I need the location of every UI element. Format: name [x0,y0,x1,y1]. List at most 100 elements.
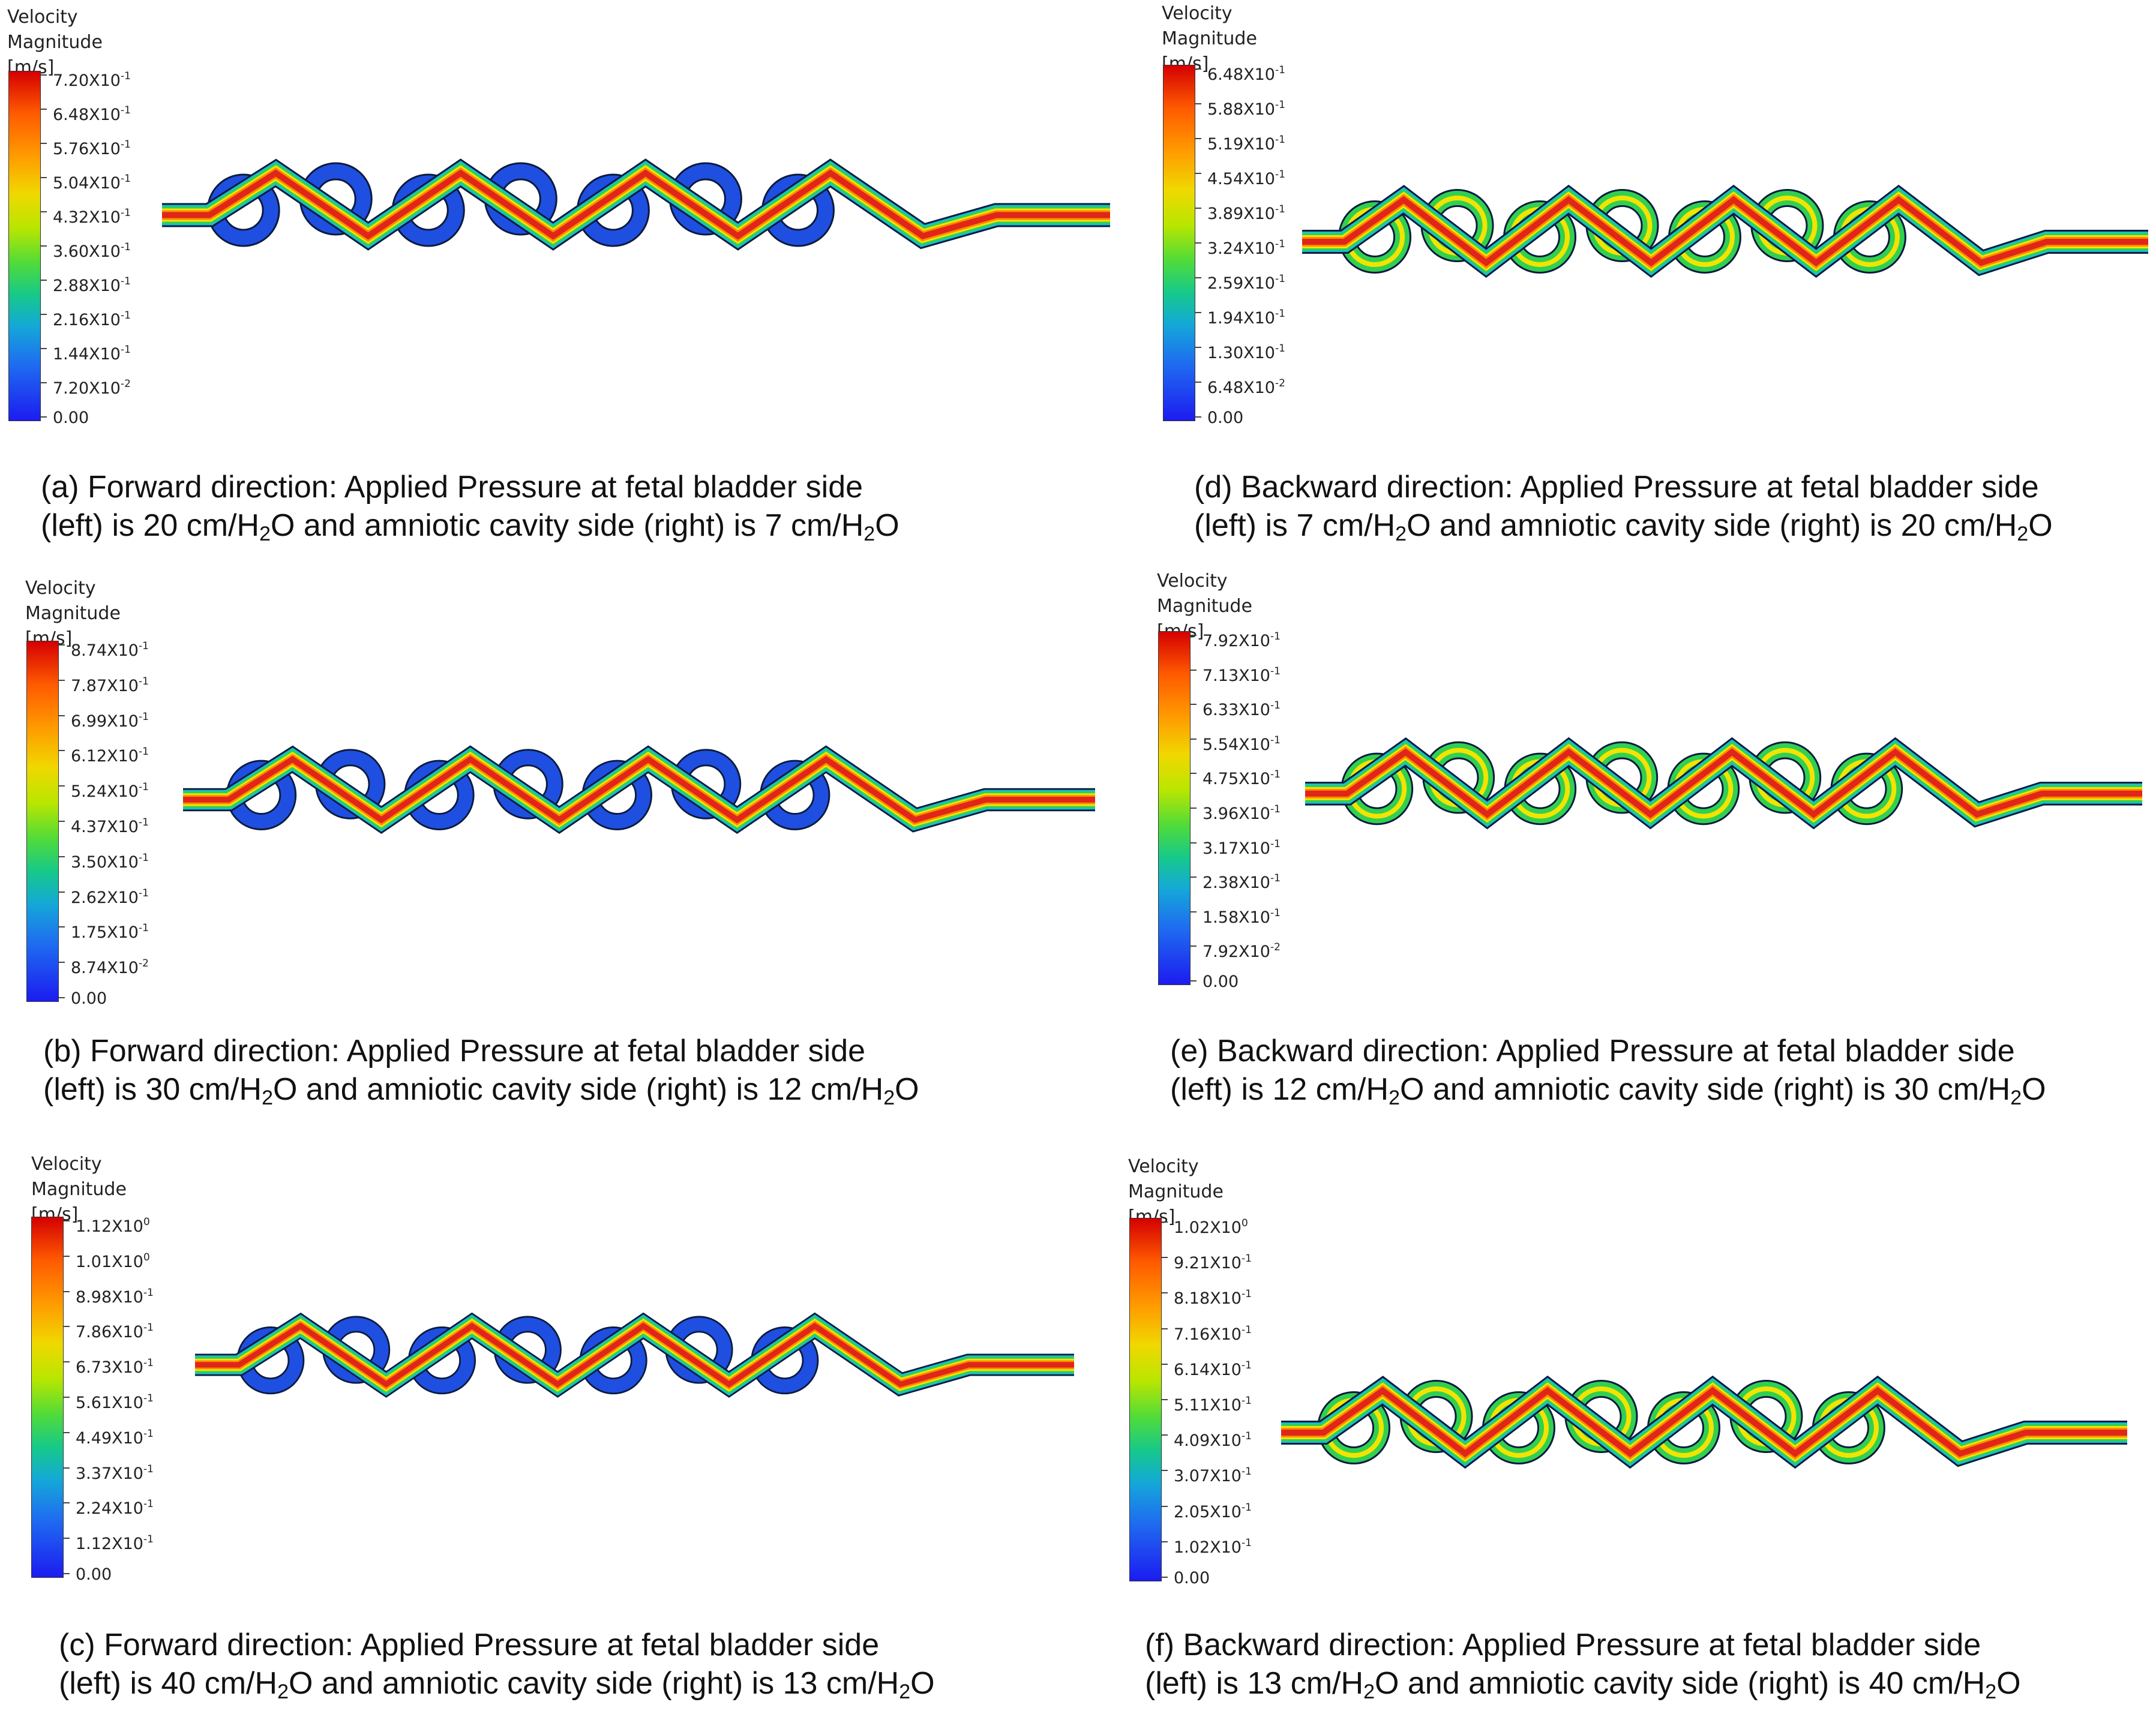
colorbar-tick-label: 0.00 [53,409,89,427]
colorbar [31,1217,64,1578]
colorbar-tick-mark [59,715,65,716]
legend-title: Velocity Magnitude [m/s] [7,5,103,80]
colorbar-tick-label: 6.12X10-1 [71,746,149,766]
colorbar-tick-label: 5.04X10-1 [53,173,131,193]
colorbar-tick-label: 0.00 [76,1565,112,1584]
colorbar-tick-label: 7.92X10-1 [1203,631,1281,650]
colorbar-tick-label: 6.73X10-1 [76,1357,154,1377]
legend-title-line1: Velocity [7,7,78,28]
colorbar-tick-mark [1195,382,1201,383]
colorbar-tick-mark [41,245,47,247]
colorbar [1158,631,1191,985]
colorbar-tick-mark [41,314,47,315]
legend-title-line1: Velocity [1157,571,1228,592]
caption: (e) Backward direction: Applied Pressure… [1170,1032,2046,1117]
colorbar-tick-mark [1191,669,1197,671]
subscript: 2 [1389,1086,1400,1109]
colorbar-tick-mark [1162,1292,1168,1294]
colorbar-tick-label: 1.02X100 [1174,1217,1248,1237]
colorbar-tick-mark [1195,103,1201,104]
colorbar-tick-mark [1191,876,1197,878]
colorbar-tick-label: 1.02X10-1 [1174,1536,1252,1557]
colorbar-tick-label: 5.54X10-1 [1203,734,1281,754]
colorbar-tick-mark [64,1326,70,1328]
colorbar-tick-mark [59,891,65,893]
caption-line1: (c) Forward direction: Applied Pressure … [59,1628,880,1662]
colorbar-tick-mark [1191,980,1197,981]
colorbar-tick-label: 4.37X10-1 [71,817,149,836]
colorbar-tick-mark [59,926,65,928]
colorbar-tick-mark [1162,1577,1168,1578]
subscript: 2 [883,1086,895,1109]
colorbar [26,641,59,1002]
colorbar-tick-mark [1191,945,1197,947]
caption-line2: (left) is 13 cm/H2O and amniotic cavity … [1145,1666,2021,1703]
colorbar-tick-mark [1162,1434,1168,1436]
colorbar-tick-label: 7.13X10-1 [1203,665,1281,685]
subscript: 2 [277,1680,289,1703]
colorbar-tick-mark [1195,208,1201,209]
colorbar-tick-label: 4.75X10-1 [1203,769,1281,789]
colorbar-tick-label: 6.99X10-1 [71,710,149,731]
colorbar-tick-mark [64,1220,70,1221]
legend-title: Velocity Magnitude [m/s] [31,1152,127,1227]
colorbar-tick-label: 5.88X10-1 [1207,99,1285,119]
colorbar-tick-label: 6.48X10-1 [1207,64,1285,84]
colorbar-tick-label: 7.92X10-2 [1203,941,1281,962]
colorbar-tick-mark [1162,1257,1168,1259]
caption-line1: (d) Backward direction: Applied Pressure… [1194,470,2039,505]
colorbar-tick-mark [1195,173,1201,174]
colorbar-tick-label: 7.20X10-1 [53,70,131,90]
colorbar-tick-label: 1.44X10-1 [53,344,131,364]
colorbar-tick-label: 3.96X10-1 [1203,803,1281,823]
colorbar-tick-mark [64,1361,70,1363]
caption: (c) Forward direction: Applied Pressure … [59,1626,935,1711]
channel-core [162,169,1110,240]
channel-core [1281,1386,2127,1458]
colorbar-tick-mark [59,821,65,822]
colorbar-tick-mark [41,74,47,76]
colorbar-tick-mark [59,679,65,681]
colorbar-tick-label: 7.16X10-1 [1174,1323,1252,1344]
legend-title-line1: Velocity [1128,1156,1199,1177]
legend-title-line1: Velocity [31,1154,102,1175]
caption-line2: (left) is 12 cm/H2O and amniotic cavity … [1170,1072,2046,1109]
colorbar-tick-label: 5.61X10-1 [76,1392,154,1412]
channel-core [183,755,1095,824]
colorbar-tick-label: 4.09X10-1 [1174,1430,1252,1451]
colorbar-tick-label: 6.14X10-1 [1174,1359,1252,1379]
caption-line2-tail: O [910,1666,935,1701]
caption-line2-tail: O [1996,1666,2021,1701]
caption-line1: (e) Backward direction: Applied Pressure… [1170,1034,2015,1068]
colorbar-tick-mark [64,1290,70,1292]
colorbar-tick-label: 6.48X10-1 [53,104,131,124]
colorbar-tick-label: 6.33X10-1 [1203,700,1281,720]
caption-line2-pre: (left) is 20 cm/H [41,508,260,543]
colorbar-tick-mark [1162,1505,1168,1507]
colorbar-tick-label: 1.94X10-1 [1207,308,1285,328]
colorbar-tick-mark [1162,1470,1168,1472]
colorbar-tick-mark [1191,808,1197,809]
colorbar-tick-label: 7.87X10-1 [71,675,149,695]
colorbar-tick-label: 3.89X10-1 [1207,203,1285,223]
colorbar-tick-mark [1162,1328,1168,1329]
colorbar-tick-mark [41,177,47,178]
velocity-field [162,158,1110,251]
subscript: 2 [262,1086,273,1109]
colorbar-tick-label: 0.00 [1203,972,1239,991]
caption-line1: (b) Forward direction: Applied Pressure … [43,1034,866,1068]
colorbar-tick-label: 1.01X100 [76,1251,150,1271]
colorbar-tick-label: 3.07X10-1 [1174,1466,1252,1486]
caption-line2: (left) is 30 cm/H2O and amniotic cavity … [43,1072,919,1109]
colorbar-tick-label: 1.12X10-1 [76,1533,154,1554]
subscript: 2 [1395,523,1407,545]
caption-line2-mid: and amniotic cavity side (right) is 7 cm… [295,508,864,543]
colorbar-tick-mark [64,1467,70,1469]
colorbar-tick-label: 1.58X10-1 [1203,906,1281,927]
colorbar-tick-label: 2.38X10-1 [1203,872,1281,893]
velocity-field [1302,184,2148,278]
caption-line2: (left) is 40 cm/H2O and amniotic cavity … [59,1666,935,1703]
colorbar-tick-mark [1195,277,1201,278]
colorbar-tick-mark [64,1538,70,1539]
colorbar-tick-mark [1195,312,1201,313]
